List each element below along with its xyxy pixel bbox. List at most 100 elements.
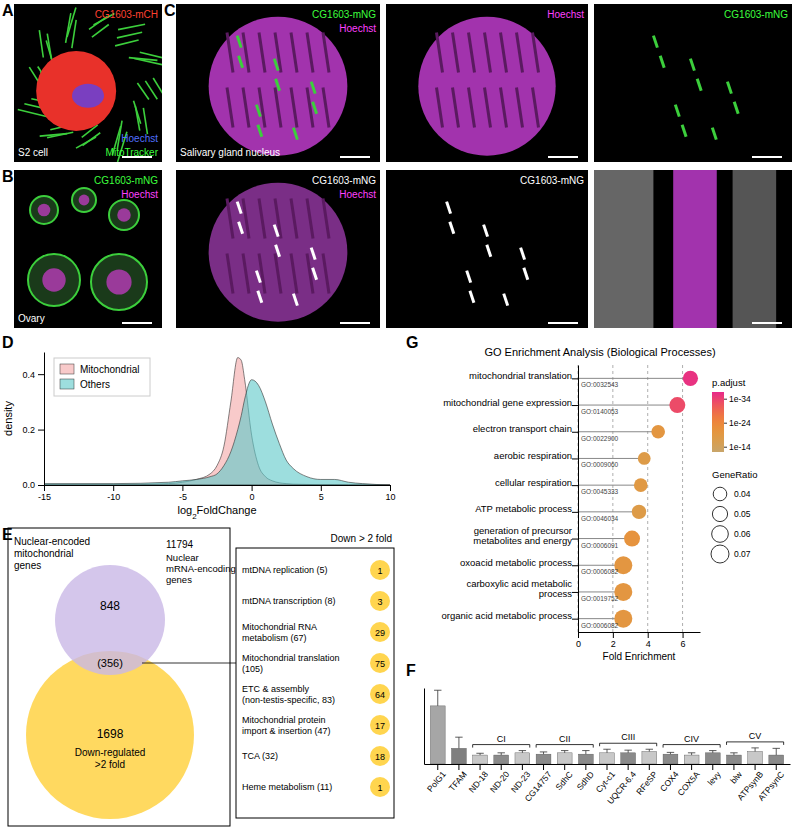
group-bracket xyxy=(600,743,657,746)
bar xyxy=(705,753,720,764)
count-badge xyxy=(370,591,390,611)
tick-label: 10 xyxy=(385,492,395,502)
tick: 0.2 xyxy=(22,425,44,435)
image-label: Hoechst xyxy=(339,23,376,34)
tick-mark xyxy=(691,764,692,770)
decoration xyxy=(673,170,717,328)
text-line: TCA (32) xyxy=(242,751,278,761)
go-id: GO:0019752 xyxy=(581,595,619,602)
decoration xyxy=(258,125,262,137)
tick-label: -5 xyxy=(179,492,187,502)
group-bracket xyxy=(727,742,784,745)
table-row-label: Heme metabolism (11) xyxy=(242,782,332,792)
decoration xyxy=(524,268,528,280)
chart-title: GO Enrichment Analysis (Biological Proce… xyxy=(484,346,715,358)
decoration xyxy=(307,198,313,238)
axis-line xyxy=(578,366,579,633)
error-bar xyxy=(688,753,695,755)
bar xyxy=(684,755,699,764)
tick-mark xyxy=(585,764,586,770)
plot-area xyxy=(578,371,698,628)
decoration xyxy=(727,82,731,94)
decoration xyxy=(501,87,507,127)
image-label: Hoechst xyxy=(547,9,584,20)
image-background xyxy=(386,4,588,162)
axis xyxy=(424,689,425,765)
axis-line xyxy=(44,353,45,486)
text-line: ATP metabolic process xyxy=(475,503,572,514)
decoration xyxy=(313,102,317,114)
tick: electron transport chain xyxy=(473,423,578,434)
tick-mark xyxy=(252,485,253,491)
venn-label: NuclearmRNA-encodinggenes xyxy=(166,552,236,585)
image-background xyxy=(386,170,588,328)
tick-mark xyxy=(572,405,578,406)
image-background xyxy=(14,170,162,328)
legend-label: Mitochondrial xyxy=(80,364,139,375)
decoration xyxy=(36,51,116,131)
bar xyxy=(748,751,763,764)
tick-label: mitochondrial translation xyxy=(469,370,572,381)
tick: PolG1 xyxy=(425,764,448,794)
decoration xyxy=(47,132,73,138)
table-row-label: TCA (32) xyxy=(242,751,278,761)
table-row-value: 17 xyxy=(375,721,385,731)
decoration xyxy=(307,87,313,127)
legend-title: p.adjust xyxy=(712,377,746,388)
decoration xyxy=(311,248,315,260)
text-line: cellular respiration xyxy=(495,477,572,488)
decoration xyxy=(307,253,313,293)
go-id: GO:0006082 xyxy=(581,622,619,629)
table-row-label: mtDNA transcription (8) xyxy=(242,596,336,606)
scale-bar xyxy=(752,322,782,324)
text-line: aerobic respiration xyxy=(494,450,572,461)
tick-mark xyxy=(522,764,523,770)
group-label: CI xyxy=(497,734,506,744)
error-bar xyxy=(773,748,780,755)
count-badge xyxy=(370,653,390,673)
tick: TFAM xyxy=(447,764,469,793)
decoration xyxy=(243,253,249,293)
legend-swatch xyxy=(60,379,74,389)
axis: 0246 xyxy=(576,632,701,649)
decoration xyxy=(418,17,555,156)
legend-box xyxy=(54,358,150,396)
colorbar-tick xyxy=(724,399,727,400)
tick-mark xyxy=(683,632,684,638)
decoration xyxy=(117,208,131,222)
tick-label: 0.4 xyxy=(22,370,35,380)
tick-mark xyxy=(564,764,565,770)
text-line: metabolites and energy xyxy=(473,535,572,546)
tick-mark xyxy=(776,764,777,770)
decoration xyxy=(690,59,694,71)
decoration xyxy=(256,271,260,283)
tick: carboxylic acid metabolicprocess xyxy=(466,578,578,599)
table-row-label: ETC & assembly(non-testis-specific, 83) xyxy=(242,684,335,705)
image-label: CG1603-mNG xyxy=(724,9,788,20)
tick: ATP metabolic process xyxy=(475,503,578,514)
go-id: GO:0006091 xyxy=(581,542,619,549)
colorbar xyxy=(712,392,724,452)
group-label: CII xyxy=(559,734,571,744)
decoration xyxy=(243,87,249,127)
error-bar xyxy=(667,752,674,754)
tick: ND-20 xyxy=(488,764,512,795)
grid xyxy=(578,365,683,632)
decoration xyxy=(501,32,507,72)
tick-mark xyxy=(733,764,734,770)
text-line: Mitochondrial translation xyxy=(242,653,340,663)
bar xyxy=(727,755,742,764)
tick: 4 xyxy=(646,632,651,649)
bar xyxy=(600,753,615,764)
decoration xyxy=(682,125,686,137)
tick-label: -15 xyxy=(38,492,51,502)
decoration xyxy=(72,20,76,48)
decoration xyxy=(313,268,317,280)
text-line: oxoacid metabolic process xyxy=(460,557,572,568)
axis: -15-10-50510 xyxy=(38,485,396,502)
tick-label: levy xyxy=(705,769,723,788)
error-bar xyxy=(730,753,737,755)
tick-mark xyxy=(113,485,114,491)
venn-set xyxy=(55,565,165,675)
dot xyxy=(669,397,685,413)
